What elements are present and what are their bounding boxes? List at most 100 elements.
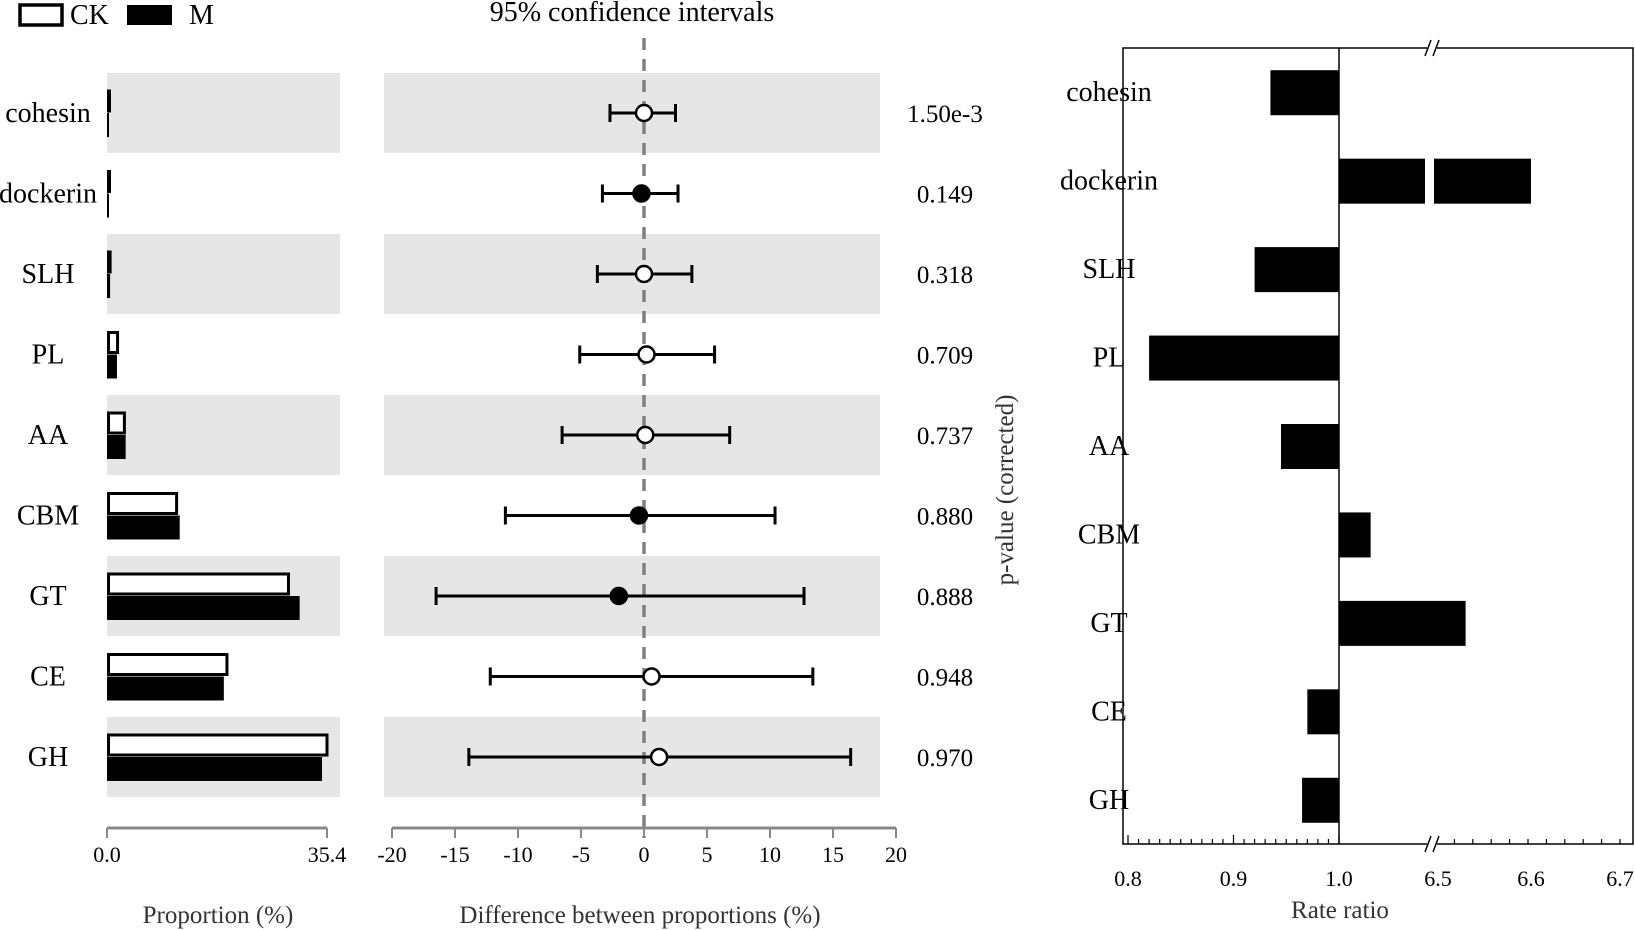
difference-tick-label: -15	[440, 842, 469, 867]
difference-tick-label: 20	[885, 842, 907, 867]
category-label-dockerin: dockerin	[0, 179, 97, 210]
difference-tick-label: -20	[377, 842, 406, 867]
rate-bar-cohesin	[1270, 70, 1339, 116]
mean-point-cohesin	[634, 103, 654, 123]
proportion-tick-label: 35.4	[308, 842, 347, 867]
pvalue-CE: 0.948	[917, 665, 973, 692]
rate-category-label-dockerin: dockerin	[1060, 166, 1158, 197]
bar-ck-cohesin	[107, 89, 111, 113]
rate-ratio-frame	[1122, 47, 1634, 845]
bar-m-AA	[107, 435, 126, 459]
pvalue-AA: 0.737	[917, 423, 973, 450]
bar-m-SLH	[107, 274, 111, 298]
axis-break-mark	[1432, 835, 1440, 853]
rate-bar-PL	[1149, 335, 1339, 381]
rate-bar-GH	[1302, 777, 1339, 823]
proportion-panel: cohesin dockerin SLH PL AA CBM GT CE GH 0.0 35.4	[0, 89, 347, 867]
rate-tick-label: 6.5	[1424, 866, 1452, 891]
proportion-tick-label: 0.0	[93, 842, 121, 867]
difference-tick-label: 10	[759, 842, 781, 867]
bar-m-PL	[107, 354, 117, 379]
bar-ck-AA	[107, 411, 126, 435]
rate-category-label-AA: AA	[1089, 431, 1130, 462]
axis-break-gap	[1427, 836, 1437, 852]
category-label-CBM: CBM	[17, 501, 79, 532]
rate-ratio-axis-title: Rate ratio	[1291, 897, 1389, 924]
mean-point-AA	[636, 425, 655, 445]
rate-tick-label: 1.0	[1325, 866, 1353, 891]
rate-category-label-cohesin: cohesin	[1066, 77, 1152, 108]
axis-break-mark	[1432, 39, 1440, 57]
category-label-CE: CE	[30, 662, 66, 693]
bar-ck-CBM	[107, 492, 179, 515]
legend: CK M	[18, 0, 214, 31]
proportion-axis-title: Proportion (%)	[143, 902, 294, 929]
row-bands	[107, 73, 880, 797]
pvalue-GH: 0.970	[917, 745, 973, 772]
axis-break-gap	[1427, 40, 1437, 56]
rate-ratio-panel: cohesin dockerin SLH PL AA CBM GT CE GH 0.8 0.9 1.0…	[1060, 39, 1634, 891]
rate-category-label-SLH: SLH	[1083, 254, 1136, 285]
axis-break-mark	[1424, 835, 1432, 853]
difference-tick-label: -5	[572, 842, 590, 867]
bar-m-GH	[107, 757, 323, 781]
rate-bar-dockerin-part1	[1339, 158, 1425, 204]
mean-point-SLH	[634, 264, 654, 284]
bar-m-dockerin	[107, 193, 109, 218]
rate-tick-label: 0.9	[1220, 866, 1248, 891]
category-label-cohesin: cohesin	[5, 98, 91, 129]
category-label-AA: AA	[28, 420, 69, 451]
difference-tick-label: 0	[639, 842, 650, 867]
rate-category-label-CE: CE	[1091, 696, 1127, 727]
category-label-GT: GT	[29, 581, 66, 612]
mean-point-dockerin	[632, 184, 651, 203]
rate-tick-label: 6.7	[1606, 866, 1634, 891]
pvalue-dockerin: 0.149	[917, 182, 973, 209]
mean-point-CBM	[629, 506, 649, 525]
mean-point-PL	[637, 345, 656, 364]
rate-bar-GT	[1339, 600, 1466, 646]
difference-tick-label: 15	[822, 842, 844, 867]
left-band-AA	[107, 395, 340, 475]
legend-ck-swatch	[18, 3, 64, 27]
rate-category-label-CBM: CBM	[1078, 519, 1140, 550]
bar-m-GT	[107, 596, 300, 620]
bar-m-CE	[107, 676, 224, 701]
legend-m-label: M	[189, 0, 214, 31]
legend-m-swatch	[127, 5, 172, 25]
rate-category-label-GH: GH	[1089, 785, 1129, 816]
rate-bar-CE	[1307, 689, 1339, 735]
mean-point-GH	[649, 747, 669, 767]
rate-category-label-PL: PL	[1093, 343, 1126, 374]
rate-category-label-GT: GT	[1090, 608, 1127, 639]
rate-bar-dockerin-part2	[1434, 158, 1531, 204]
difference-tick-label: -10	[503, 842, 532, 867]
category-label-GH: GH	[28, 742, 68, 773]
bar-ck-CE	[107, 653, 229, 676]
bar-ck-SLH	[107, 250, 112, 274]
rate-bar-SLH	[1254, 247, 1339, 293]
rate-bar-AA	[1280, 424, 1339, 469]
pvalue-PL: 0.709	[917, 343, 973, 370]
bar-ck-PL	[107, 331, 120, 354]
rate-tick-label: 0.8	[1114, 866, 1142, 891]
pvalue-CBM: 0.880	[917, 504, 973, 531]
pvalue-axis-label: p-value (corrected)	[992, 395, 1019, 586]
category-label-PL: PL	[32, 340, 65, 371]
difference-tick-label: 5	[702, 842, 713, 867]
mean-point-CE	[642, 667, 661, 686]
axis-break-mark	[1424, 39, 1432, 57]
rate-bar-CBM	[1339, 512, 1371, 558]
bar-m-CBM	[107, 515, 180, 540]
left-band-SLH	[107, 234, 340, 314]
difference-axis-title: Difference between proportions (%)	[459, 902, 820, 929]
difference-panel: -20 -15 -10 -5 0 5 10 15 20	[377, 38, 907, 867]
mean-point-GT	[609, 586, 629, 606]
bar-ck-GT	[107, 572, 290, 596]
ci-title: 95% confidence intervals	[490, 0, 775, 28]
bar-ck-GH	[107, 733, 329, 757]
bar-ck-dockerin	[107, 170, 111, 193]
category-label-SLH: SLH	[22, 259, 75, 290]
bar-m-cohesin	[107, 113, 109, 137]
